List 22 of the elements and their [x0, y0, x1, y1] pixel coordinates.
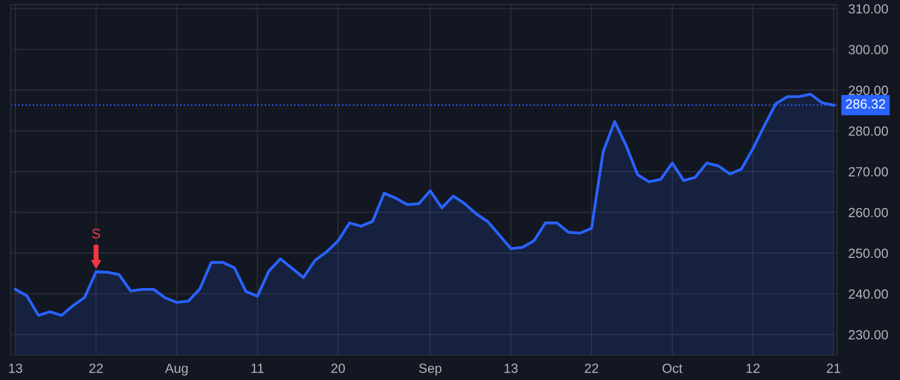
y-tick-label: 290.00: [848, 86, 888, 96]
x-tick-label: Sep: [419, 364, 442, 376]
y-tick-label: 300.00: [848, 44, 888, 54]
y-tick-label: 260.00: [848, 208, 888, 218]
y-tick-label: 310.00: [848, 4, 888, 14]
x-tick-label: 22: [584, 364, 598, 373]
x-tick-label: 21: [826, 364, 840, 373]
x-tick-label: 13: [504, 364, 518, 373]
y-tick-label: 280.00: [848, 126, 888, 136]
y-tick-label: 240.00: [848, 289, 888, 299]
y-tick-label: 250.00: [848, 248, 888, 258]
ref-line-label: 286.32: [846, 99, 886, 109]
x-tick-label: Oct: [662, 364, 682, 373]
y-tick-label: 270.00: [848, 167, 888, 177]
x-tick-label: Aug: [165, 364, 188, 376]
x-tick-label: 12: [746, 364, 760, 373]
y-tick-label: 230.00: [848, 330, 888, 340]
x-tick-label: 22: [89, 364, 103, 373]
x-tick-label: 13: [9, 364, 22, 373]
x-tick-label: 20: [331, 364, 345, 373]
x-tick-label: 11: [252, 364, 264, 373]
annotation: S: [92, 228, 100, 239]
